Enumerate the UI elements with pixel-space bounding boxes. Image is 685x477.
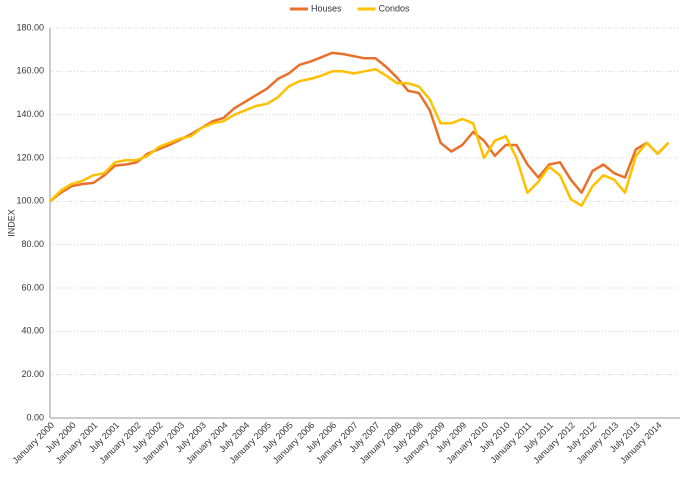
y-tick-label: 60.00	[21, 282, 44, 292]
y-tick-label: 140.00	[16, 109, 44, 119]
series-line	[49, 51, 670, 203]
y-tick-label: 40.00	[21, 326, 44, 336]
y-tick-label: 20.00	[21, 369, 44, 379]
y-tick-label: 0.00	[26, 412, 44, 422]
y-tick-label: 160.00	[16, 66, 44, 76]
legend-label: Condos	[379, 3, 411, 13]
y-tick-label: 120.00	[16, 152, 44, 162]
y-tick-label: 180.00	[16, 22, 44, 32]
y-tick-label: 80.00	[21, 239, 44, 249]
legend-label: Houses	[311, 3, 342, 13]
y-axis-title: INDEX	[6, 209, 16, 237]
y-tick-label: 100.00	[16, 196, 44, 206]
series-line	[49, 67, 670, 207]
